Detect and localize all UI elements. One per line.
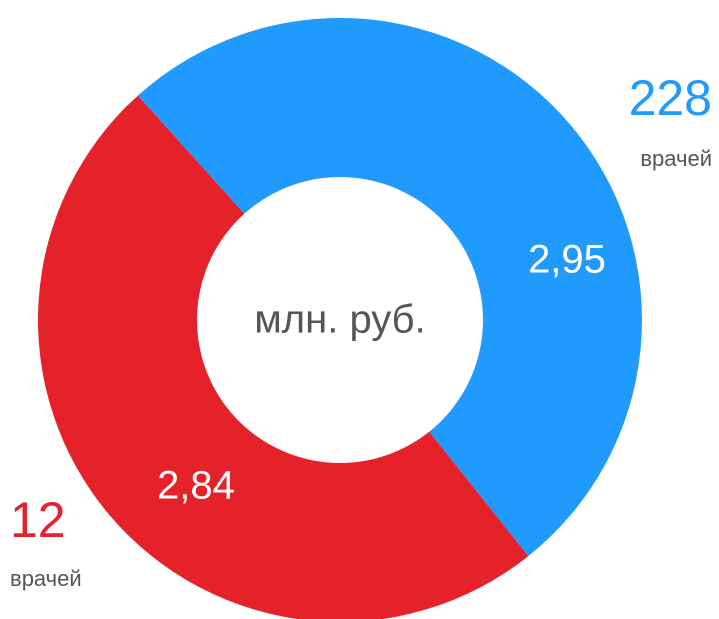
count-label: 228 [629,70,712,126]
count-label: 12 [10,492,66,548]
value-label: 2,95 [528,238,606,282]
donut-segment [38,95,529,619]
count-caption: врачей [640,146,712,171]
center-label: млн. руб. [254,298,425,342]
value-label: 2,84 [157,464,235,508]
count-caption: врачей [10,566,82,591]
donut-segment [137,18,642,557]
